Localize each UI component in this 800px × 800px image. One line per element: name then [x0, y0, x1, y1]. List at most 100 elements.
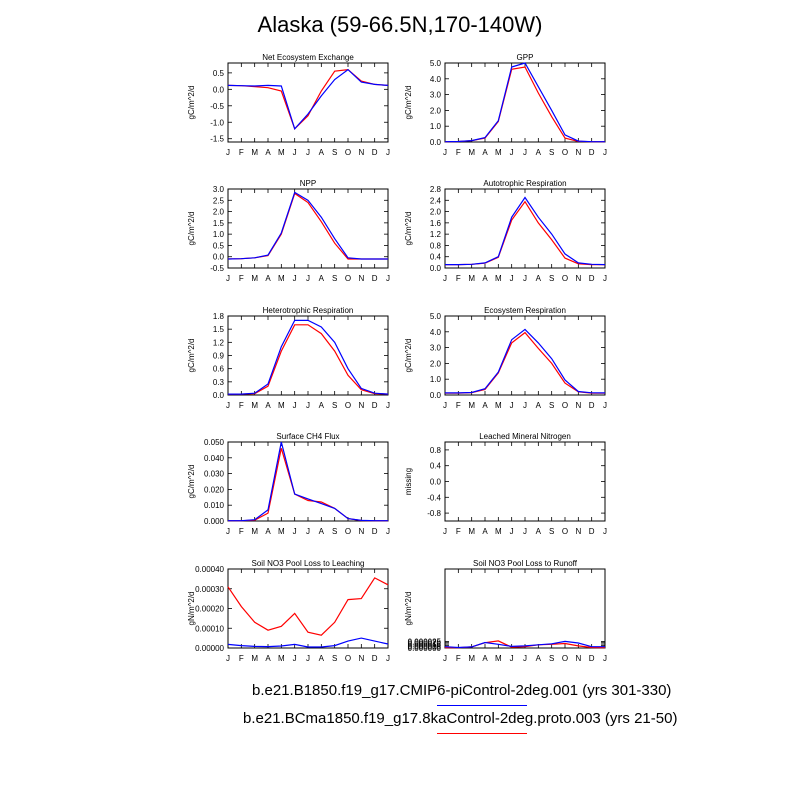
x-tick-label: A	[482, 654, 488, 663]
panel-title: Heterotrophic Respiration	[263, 306, 354, 315]
x-tick-label: J	[386, 527, 390, 536]
y-tick-label: 0.00030	[195, 585, 224, 594]
y-tick-label: 3.0	[213, 185, 225, 194]
series-line-1	[228, 441, 388, 522]
x-tick-label: A	[482, 274, 488, 283]
x-tick-label: F	[456, 654, 461, 663]
y-tick-label: 0.000025	[408, 637, 442, 646]
x-tick-label: M	[278, 527, 285, 536]
y-tick-label: 0.020	[204, 485, 225, 494]
x-tick-label: F	[239, 274, 244, 283]
panel-title: Surface CH4 Flux	[276, 432, 339, 441]
y-tick-label: 0.5	[213, 241, 225, 250]
y-tick-label: 2.0	[430, 106, 442, 115]
x-tick-label: A	[265, 148, 271, 157]
y-tick-label: 4.0	[430, 328, 442, 337]
series-line-1	[444, 640, 605, 649]
x-tick-label: M	[251, 274, 258, 283]
y-axis-label: gC/m^2/d	[404, 339, 413, 373]
series-line-0	[228, 324, 389, 395]
panel-title: NPP	[300, 179, 316, 188]
y-tick-label: 1.2	[213, 338, 225, 347]
x-tick-label: J	[510, 401, 514, 410]
y-tick-label: 2.0	[213, 208, 225, 217]
x-tick-label: N	[575, 401, 581, 410]
y-tick-label: 5.0	[430, 59, 442, 68]
x-tick-label: O	[562, 654, 568, 663]
y-tick-label: 0.000015	[408, 640, 442, 649]
y-tick-label: 5.0	[430, 312, 442, 321]
panel-title: Soil NO3 Pool Loss to Runoff	[473, 559, 578, 568]
x-tick-label: A	[536, 527, 542, 536]
x-tick-label: A	[536, 401, 542, 410]
x-tick-label: J	[510, 148, 514, 157]
x-tick-label: A	[265, 527, 271, 536]
x-tick-label: M	[251, 401, 258, 410]
panel-title: GPP	[517, 53, 534, 62]
series-line-0	[444, 66, 605, 143]
y-tick-label: 0.000	[204, 517, 225, 526]
y-tick-label: 0.8	[430, 446, 442, 455]
x-tick-label: S	[549, 654, 554, 663]
x-tick-label: M	[251, 654, 258, 663]
x-tick-label: J	[386, 654, 390, 663]
series-line-0	[227, 68, 389, 130]
x-tick-label: J	[226, 527, 230, 536]
plot-frame	[227, 441, 389, 522]
x-tick-label: F	[456, 148, 461, 157]
y-tick-label: 3.0	[430, 91, 442, 100]
x-tick-label: O	[345, 654, 351, 663]
x-tick-label: M	[468, 527, 475, 536]
x-tick-label: S	[549, 527, 554, 536]
y-axis-label: gC/m^2/d	[404, 86, 413, 120]
y-tick-label: 0.0	[430, 478, 442, 487]
x-tick-label: S	[332, 401, 337, 410]
x-tick-label: O	[562, 148, 568, 157]
x-tick-label: J	[510, 274, 514, 283]
panel-title: Leached Mineral Nitrogen	[479, 432, 571, 441]
x-tick-label: N	[358, 148, 364, 157]
x-tick-label: A	[265, 274, 271, 283]
x-tick-label: A	[482, 148, 488, 157]
x-tick-label: J	[226, 148, 230, 157]
x-tick-label: J	[306, 274, 310, 283]
y-tick-label: 2.0	[430, 359, 442, 368]
x-tick-label: O	[562, 401, 568, 410]
y-tick-label: 0.0	[213, 85, 225, 94]
x-tick-label: J	[443, 401, 447, 410]
y-tick-label: 0.9	[213, 352, 225, 361]
x-tick-label: J	[523, 274, 527, 283]
x-tick-label: N	[358, 527, 364, 536]
x-tick-label: S	[332, 148, 337, 157]
y-axis-label: gC/m^2/d	[187, 339, 196, 373]
plot-frame	[227, 568, 389, 649]
plot-frame	[227, 315, 389, 396]
y-tick-label: 1.5	[213, 219, 225, 228]
x-tick-label: O	[345, 148, 351, 157]
x-tick-label: J	[386, 274, 390, 283]
y-tick-label: 1.8	[213, 312, 225, 321]
y-tick-label: 0.050	[204, 438, 225, 447]
x-tick-label: J	[306, 527, 310, 536]
x-tick-label: J	[603, 401, 607, 410]
y-tick-label: 0.000000	[408, 644, 442, 653]
x-tick-label: J	[306, 148, 310, 157]
x-tick-label: D	[372, 274, 378, 283]
y-tick-label: 1.0	[213, 230, 225, 239]
y-tick-label: 0.0	[213, 391, 225, 400]
panel-title: Ecosystem Respiration	[484, 306, 566, 315]
x-tick-label: J	[293, 527, 297, 536]
series-line-0	[445, 331, 605, 394]
x-tick-label: D	[589, 654, 595, 663]
y-tick-label: 1.0	[430, 375, 442, 384]
plot-frame	[444, 315, 606, 396]
x-tick-label: S	[549, 401, 554, 410]
y-tick-label: 0.4	[430, 462, 442, 471]
y-tick-label: 0.0	[213, 253, 225, 262]
x-tick-label: A	[265, 401, 271, 410]
x-tick-label: N	[358, 274, 364, 283]
y-axis-label: gN/m^2/d	[187, 592, 196, 626]
y-axis-label: missing	[404, 468, 413, 495]
x-tick-label: S	[332, 527, 337, 536]
x-tick-label: M	[278, 401, 285, 410]
